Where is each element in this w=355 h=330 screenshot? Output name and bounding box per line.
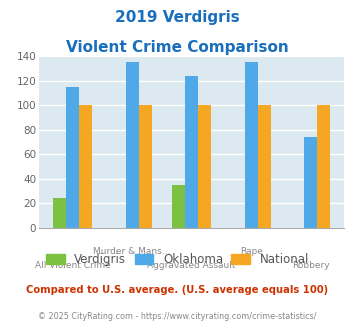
Text: Aggravated Assault: Aggravated Assault	[147, 261, 236, 270]
Bar	[258, 105, 271, 228]
Bar	[185, 76, 198, 228]
Bar	[66, 87, 79, 228]
Text: Violent Crime Comparison: Violent Crime Comparison	[66, 40, 289, 54]
Text: All Violent Crime: All Violent Crime	[35, 261, 110, 270]
Bar	[139, 105, 152, 228]
Text: Robbery: Robbery	[292, 261, 330, 270]
Legend: Verdigris, Oklahoma, National: Verdigris, Oklahoma, National	[41, 248, 314, 271]
Bar	[317, 105, 331, 228]
Bar	[304, 137, 317, 228]
Bar	[172, 185, 185, 228]
Text: Rape: Rape	[240, 247, 263, 256]
Text: 2019 Verdigris: 2019 Verdigris	[115, 10, 240, 25]
Text: Compared to U.S. average. (U.S. average equals 100): Compared to U.S. average. (U.S. average …	[26, 285, 329, 295]
Bar	[198, 105, 211, 228]
Bar	[53, 198, 66, 228]
Text: Murder & Mans...: Murder & Mans...	[93, 247, 171, 256]
Bar	[245, 62, 258, 228]
Text: © 2025 CityRating.com - https://www.cityrating.com/crime-statistics/: © 2025 CityRating.com - https://www.city…	[38, 312, 317, 321]
Bar	[126, 62, 139, 228]
Bar	[79, 105, 92, 228]
